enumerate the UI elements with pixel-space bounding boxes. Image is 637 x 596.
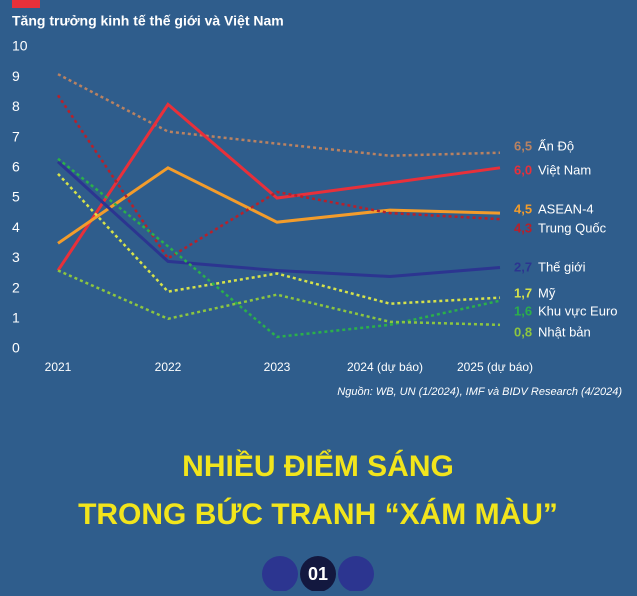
series-line xyxy=(57,172,501,305)
legend-label: ASEAN-4 xyxy=(538,201,594,216)
source: Nguồn: WB, UN (1/2024), IMF và BIDV Rese… xyxy=(337,386,622,398)
series-line xyxy=(57,166,501,245)
legend-label: Khu vực Euro xyxy=(538,303,618,318)
series-line xyxy=(57,73,501,157)
chart-title: Tăng trưởng kinh tế thế giới và Việt Nam xyxy=(12,13,284,29)
series-line xyxy=(57,269,501,327)
y-tick-label: 4 xyxy=(12,219,20,235)
legend-label: Mỹ xyxy=(538,285,556,300)
series-line xyxy=(56,94,501,261)
y-tick-label: 8 xyxy=(12,98,20,114)
badge xyxy=(300,556,336,592)
y-tick-label: 2 xyxy=(12,279,20,295)
series-line xyxy=(57,157,501,339)
headline: TRONG BỨC TRANH “XÁM MÀU” xyxy=(78,497,558,531)
y-tick-label: 10 xyxy=(12,38,28,54)
legend-label: Nhật bản xyxy=(538,324,591,339)
legend-label: Việt Nam xyxy=(538,162,591,177)
legend-label: Trung Quốc xyxy=(538,220,607,235)
x-tick-label: 2024 (dự báo) xyxy=(347,360,423,374)
x-tick-label: 2025 (dự báo) xyxy=(457,360,533,374)
value-label: 6,5 xyxy=(514,138,532,153)
badge-text: 01 xyxy=(308,564,328,584)
badge-dot xyxy=(338,556,374,592)
value-label: 1,7 xyxy=(514,285,532,300)
value-label: 6,0 xyxy=(514,162,532,177)
value-label: 4,5 xyxy=(514,201,532,216)
y-tick-label: 0 xyxy=(12,340,20,356)
legend-label: Thế giới xyxy=(538,259,586,274)
value-label: 1,6 xyxy=(514,303,532,318)
y-tick-label: 6 xyxy=(12,159,20,175)
x-tick-label: 2021 xyxy=(45,360,72,374)
y-tick-label: 9 xyxy=(12,68,20,84)
series-line xyxy=(56,102,501,272)
value-label: 4,3 xyxy=(514,220,532,235)
badge-dot xyxy=(262,556,298,592)
y-tick-label: 1 xyxy=(12,310,20,326)
x-tick-label: 2023 xyxy=(264,360,291,374)
accent xyxy=(12,0,40,8)
headline: NHIỀU ĐIỂM SÁNG xyxy=(182,449,454,483)
y-tick-label: 7 xyxy=(12,128,20,144)
y-tick-label: 5 xyxy=(12,189,20,205)
value-label: 2,7 xyxy=(514,259,532,274)
value-label: 0,8 xyxy=(514,324,532,339)
legend-label: Ấn Độ xyxy=(538,138,574,153)
x-tick-label: 2022 xyxy=(155,360,182,374)
y-tick-label: 3 xyxy=(12,249,20,265)
series-line xyxy=(56,160,501,279)
